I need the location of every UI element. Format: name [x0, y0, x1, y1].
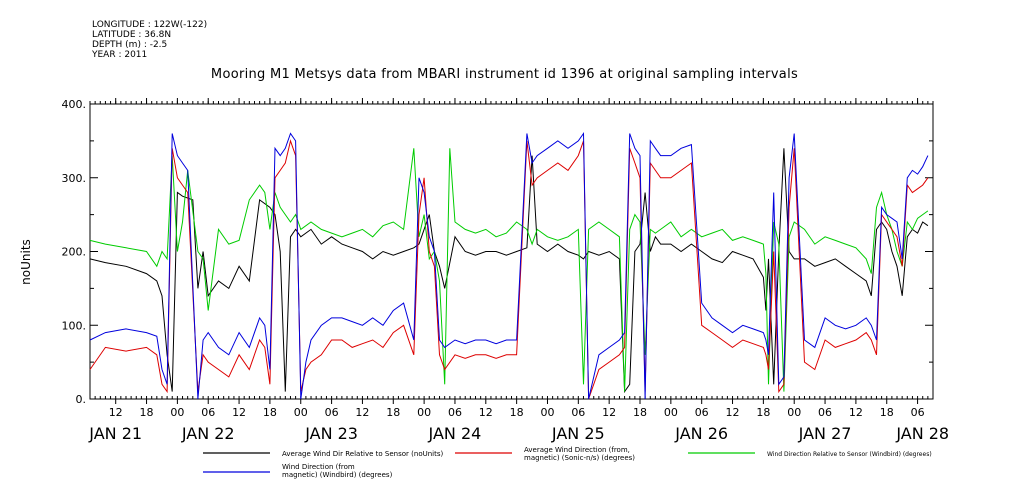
- day-label: JAN 23: [304, 424, 358, 443]
- chart-title: Mooring M1 Metsys data from MBARI instru…: [210, 67, 799, 82]
- y-tick-label: 0.: [76, 393, 87, 406]
- x-tick-label: 18: [756, 406, 770, 419]
- legend-label: magnetic) (Sonic-n/s) (degrees): [524, 454, 635, 462]
- longitude-text: LONGITUDE : 122W(-122): [92, 20, 208, 30]
- legend-label: magnetic) (Windbird) (degrees): [282, 471, 393, 479]
- x-tick-label: 06: [201, 406, 215, 419]
- day-label: JAN 21: [88, 424, 142, 443]
- x-tick-label: 18: [386, 406, 400, 419]
- year-text: YEAR : 2011: [92, 50, 148, 60]
- x-tick-label: 18: [510, 406, 524, 419]
- series-line-4: [89, 131, 929, 400]
- x-tick-label: 18: [140, 406, 154, 419]
- x-tick-label: 00: [417, 406, 431, 419]
- x-tick-label: 06: [571, 406, 585, 419]
- day-label: JAN 22: [181, 424, 235, 443]
- legend-label: Wind Direction Relative to Sensor (Windb…: [767, 451, 932, 458]
- x-tick-label: 12: [726, 406, 740, 419]
- x-tick-label: 06: [818, 406, 832, 419]
- x-tick-label: 06: [325, 406, 339, 419]
- x-tick-label: 12: [232, 406, 246, 419]
- x-tick-label: 06: [911, 406, 925, 419]
- x-tick-label: 00: [170, 406, 184, 419]
- series-line-3: [89, 148, 929, 392]
- series-line-1: [89, 148, 929, 394]
- x-tick-label: 12: [109, 406, 123, 419]
- x-tick-label: 00: [540, 406, 554, 419]
- x-tick-label: 12: [355, 406, 369, 419]
- day-label: JAN 25: [551, 424, 605, 443]
- y-tick-label: 100.: [62, 319, 87, 332]
- x-tick-label: 06: [448, 406, 462, 419]
- x-tick-label: 18: [263, 406, 277, 419]
- day-label: JAN 27: [798, 424, 852, 443]
- day-label: JAN 26: [674, 424, 728, 443]
- y-tick-label: 400.: [62, 98, 87, 111]
- x-tick-label: 18: [880, 406, 894, 419]
- y-tick-label: 200.: [62, 246, 87, 259]
- legend-label: Average Wind Direction (from,: [524, 446, 630, 454]
- x-tick-label: 00: [294, 406, 308, 419]
- x-tick-label: 18: [633, 406, 647, 419]
- x-tick-label: 00: [664, 406, 678, 419]
- metadata-block: LONGITUDE : 122W(-122) LATITUDE : 36.8N …: [92, 20, 207, 60]
- legend-label: Average Wind Dir Relative to Sensor (noU…: [282, 450, 443, 458]
- x-tick-label: 12: [849, 406, 863, 419]
- legend-label: Wind Direction (from: [282, 463, 355, 471]
- x-tick-label: 06: [695, 406, 709, 419]
- depth-text: DEPTH (m) : -2.5: [92, 40, 168, 50]
- series-line-2: [89, 139, 929, 400]
- day-label: JAN 28: [895, 424, 949, 443]
- day-label: JAN 24: [428, 424, 482, 443]
- x-tick-label: 12: [479, 406, 493, 419]
- latitude-text: LATITUDE : 36.8N: [92, 30, 172, 40]
- x-tick-label: 12: [602, 406, 616, 419]
- y-tick-label: 300.: [62, 172, 87, 185]
- x-tick-label: 00: [787, 406, 801, 419]
